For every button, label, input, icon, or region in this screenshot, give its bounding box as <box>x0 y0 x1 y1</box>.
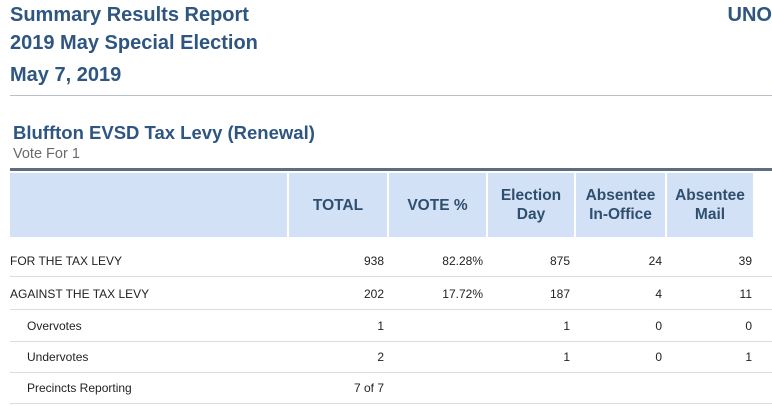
row-absentee-mail: 0 <box>745 319 752 333</box>
header-divider <box>10 95 772 96</box>
header-vote-percent: VOTE % <box>389 173 486 237</box>
row-label: Overvotes <box>27 319 82 333</box>
row-vote-percent: 82.28% <box>442 254 483 268</box>
table-row: Undervotes 2 1 0 1 <box>10 341 772 373</box>
row-absentee-in-office: 0 <box>655 319 662 333</box>
header-total: TOTAL <box>289 173 387 237</box>
table-row: Overvotes 1 1 0 0 <box>10 310 772 342</box>
row-label: FOR THE TAX LEVY <box>10 254 123 268</box>
contest-title: Bluffton EVSD Tax Levy (Renewal) <box>13 122 315 143</box>
header-absentee-mail: Absentee Mail <box>667 173 753 237</box>
row-label: Undervotes <box>27 350 89 364</box>
row-absentee-in-office: 24 <box>648 254 662 268</box>
election-date: May 7, 2019 <box>10 64 122 86</box>
row-label: Precincts Reporting <box>27 381 132 395</box>
vote-for-label: Vote For 1 <box>13 146 80 162</box>
table-row: AGAINST THE TAX LEVY 202 17.72% 187 4 11 <box>10 278 772 310</box>
row-vote-percent: 17.72% <box>442 287 483 301</box>
row-total: 2 <box>377 350 384 364</box>
row-absentee-mail: 11 <box>739 287 752 301</box>
report-title: Summary Results Report <box>10 4 249 26</box>
county-name-truncated: UNO <box>727 4 772 26</box>
row-absentee-in-office: 0 <box>655 350 662 364</box>
row-election-day: 1 <box>563 319 570 333</box>
table-row: Precincts Reporting 7 of 7 <box>10 372 772 404</box>
row-total: 202 <box>363 287 384 301</box>
row-total: 7 of 7 <box>353 381 384 395</box>
contest-rule <box>10 168 772 171</box>
row-absentee-mail: 39 <box>738 254 752 268</box>
header-absentee-in-office: Absentee In-Office <box>576 173 665 237</box>
row-absentee-mail: 1 <box>745 350 752 364</box>
table-row: FOR THE TAX LEVY 938 82.28% 875 24 39 <box>10 245 772 277</box>
row-election-day: 187 <box>549 287 570 301</box>
row-total: 1 <box>377 319 384 333</box>
row-election-day: 875 <box>549 254 570 268</box>
election-name: 2019 May Special Election <box>10 32 258 54</box>
row-total: 938 <box>363 254 384 268</box>
header-choice-blank <box>10 173 287 237</box>
row-absentee-in-office: 4 <box>655 287 662 301</box>
header-election-day: Election Day <box>488 173 574 237</box>
row-election-day: 1 <box>563 350 570 364</box>
row-label: AGAINST THE TAX LEVY <box>10 287 150 301</box>
results-table-header: TOTAL VOTE % Election Day Absentee In-Of… <box>10 173 772 237</box>
